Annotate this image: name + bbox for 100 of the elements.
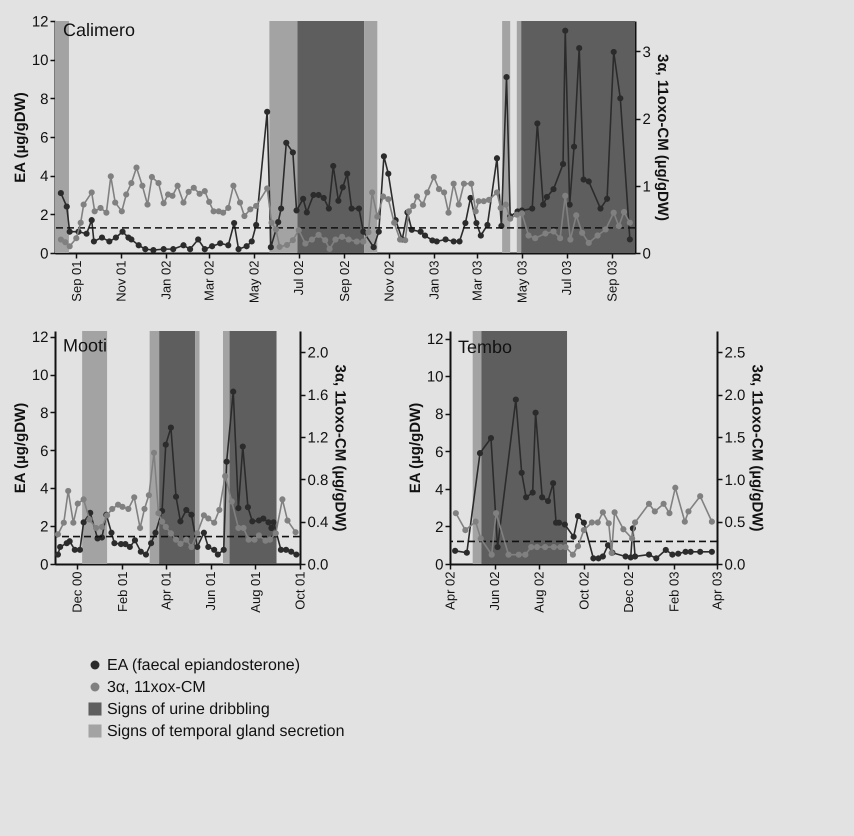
point	[632, 553, 638, 560]
point	[108, 530, 115, 536]
point	[146, 492, 152, 498]
x-tick-label: Oct 01	[292, 572, 308, 610]
point	[293, 551, 300, 558]
y2-tick-label: 0.8	[308, 472, 328, 489]
chart-title: Mooti	[63, 336, 108, 356]
point	[172, 494, 180, 500]
point	[177, 540, 184, 547]
point	[80, 496, 87, 502]
y-tick-label: 10	[32, 52, 48, 70]
y2-axis-title: 3α, 11oxo-CM (µg/gDW)	[331, 364, 348, 532]
point	[620, 526, 626, 532]
x-tick-label: May 03	[514, 260, 530, 304]
y-tick-label: 10	[426, 368, 444, 386]
point	[125, 506, 132, 512]
point	[168, 530, 174, 536]
point	[246, 536, 252, 543]
x-tick-label: Jul 02	[291, 260, 306, 296]
point	[570, 552, 576, 558]
y2-tick-label: 0.0	[724, 556, 746, 574]
point	[518, 470, 525, 476]
point	[240, 443, 246, 450]
x-tick-label: Dec 00	[70, 572, 85, 613]
point	[224, 458, 230, 465]
point	[574, 513, 582, 520]
x-tick-label: Jan 02	[158, 260, 174, 300]
y2-tick-label: 0.5	[724, 514, 746, 532]
x-tick-label: Jun 02	[487, 572, 502, 611]
point	[138, 548, 144, 555]
y-tick-label: 10	[32, 367, 48, 384]
point	[98, 524, 106, 530]
point	[478, 536, 484, 542]
x-tick-label: Dec 02	[620, 572, 636, 613]
y-tick-label: 2	[40, 518, 48, 536]
point	[155, 510, 162, 516]
point	[675, 550, 682, 557]
y-tick-label: 4	[40, 480, 48, 498]
x-tick-label: Mar 03	[470, 260, 485, 301]
x-tick-label: Sep 03	[604, 260, 620, 302]
x-tick-label: Apr 01	[158, 572, 174, 610]
point	[268, 524, 274, 532]
point	[539, 494, 546, 500]
point	[177, 518, 184, 524]
point	[244, 504, 251, 510]
point	[557, 544, 564, 550]
point	[54, 551, 62, 558]
point	[528, 544, 534, 550]
point	[265, 519, 272, 526]
x-tick-label: Jan 03	[426, 260, 442, 300]
point	[126, 544, 133, 550]
point	[109, 506, 116, 512]
y-tick-label: 12	[426, 331, 444, 348]
point	[194, 544, 200, 550]
point	[200, 530, 207, 536]
point	[279, 496, 286, 502]
point	[632, 519, 638, 526]
point	[172, 536, 180, 543]
point	[666, 510, 673, 516]
point	[652, 508, 658, 515]
x-tick-label: Jun 01	[203, 572, 218, 611]
legend-label: Signs of temporal gland secretion	[107, 723, 344, 740]
point	[159, 518, 166, 525]
y-tick-label: 0	[435, 556, 444, 574]
x-tick-label: Apr 03	[710, 572, 724, 610]
y-tick-label: 8	[40, 404, 48, 422]
point	[562, 521, 568, 528]
point	[183, 506, 190, 514]
chart-title: Calimero	[63, 20, 136, 40]
x-tick-label: Feb 03	[666, 572, 682, 612]
point	[708, 548, 715, 555]
point	[211, 546, 218, 553]
y-tick-label: 8	[40, 90, 48, 108]
point	[183, 536, 190, 543]
point	[205, 544, 212, 550]
point	[119, 504, 126, 510]
point	[141, 506, 148, 512]
point	[150, 450, 158, 456]
y2-axis-title: 3α, 11oxo-CM (µg/gDW)	[748, 364, 766, 532]
point	[494, 544, 501, 550]
y2-tick-label: 1.0	[724, 472, 746, 489]
point	[266, 536, 274, 543]
point	[574, 543, 582, 550]
y2-tick-label: 2.0	[724, 387, 746, 404]
x-tick-label: May 02	[246, 260, 262, 304]
y2-tick-label: 3	[642, 44, 651, 61]
point	[672, 484, 678, 491]
point	[54, 531, 62, 538]
point	[282, 546, 290, 553]
y-tick-label: 6	[40, 130, 48, 146]
legend-label: EA (faecal epiandosterone)	[107, 657, 300, 674]
point	[530, 490, 536, 496]
point	[600, 553, 606, 560]
point	[580, 520, 587, 526]
point	[74, 500, 81, 507]
point	[522, 494, 530, 500]
point	[550, 544, 557, 550]
point	[292, 529, 299, 536]
point	[137, 524, 144, 532]
point	[188, 512, 195, 518]
